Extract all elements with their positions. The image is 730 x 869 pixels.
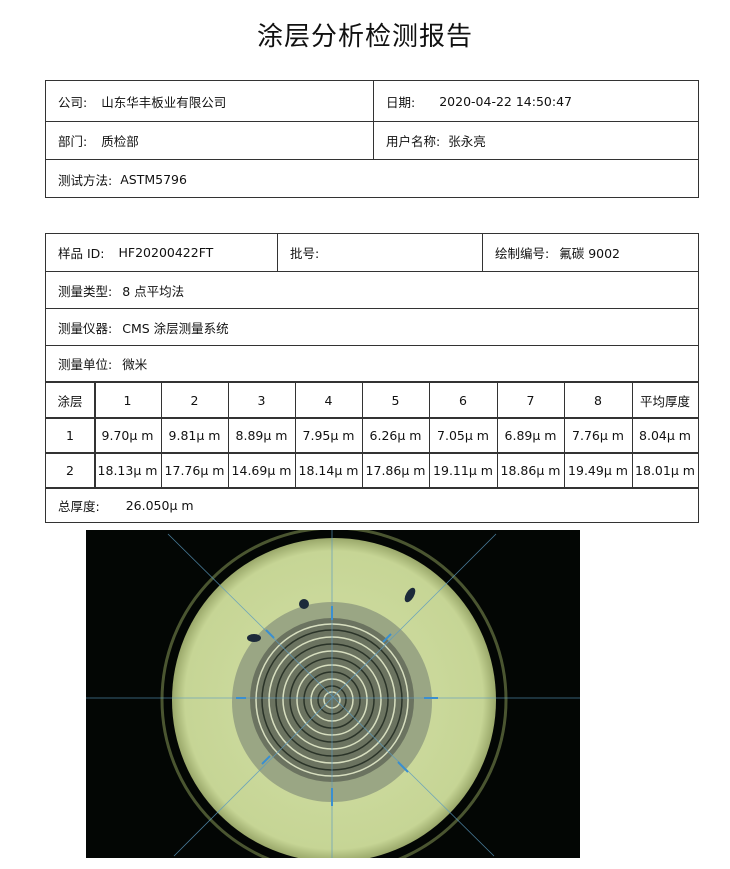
table-header-cell: 3 [257,393,266,408]
table-cell: 6.89μ m [504,428,557,443]
column-divider [564,383,565,487]
user-label: 用户名称: [386,134,441,149]
total-field: 总厚度: 26.050μ m [46,489,698,522]
table-cell: 18.14μ m [298,462,359,478]
column-divider [632,383,633,487]
table-cell: 7.05μ m [437,428,489,443]
table-cell: 9.81μ m [168,428,221,443]
dept-value: 质检部 [101,134,139,149]
drawing-value: 氟碳 9002 [559,246,621,261]
method-label: 测试方法: [58,172,113,188]
table-header-cell: 平均厚度 [639,394,690,409]
microscope-photo-svg [86,526,580,869]
info-table: 公司: 山东华丰板业有限公司 日期: 2020-04-22 14:50:47 部门:… [45,80,699,198]
instrument-value: CMS 涂层测量系统 [122,320,229,336]
company-value: 山东华丰板业有限公司 [101,94,227,110]
table-cell: 6.26μ m [369,428,422,443]
date-label: 日期: [386,94,416,110]
unit-label: 测量单位: [58,357,113,372]
column-divider [497,383,498,487]
column-divider [228,383,229,487]
report-title: 涂层分析检测报告 [256,22,473,52]
table-header-cell: 7 [526,393,535,408]
instrument-label: 测量仪器: [58,320,113,336]
column-divider [94,383,96,487]
table-header-cell: 涂层 [57,394,83,409]
table-cell: 1 [66,428,74,443]
table-cell: 19.11μ m [433,462,493,478]
sample-table: 样品 ID: HF20200422FT 批号: 绘制编号: 氟碳 9002 测量类型… [45,233,699,523]
table-header-cell: 1 [123,393,132,408]
date-field: 日期: 2020-04-22 14:50:47 [374,81,699,121]
sample-id-field: 样品 ID: HF20200422FT [46,234,277,271]
dept-label: 部门: [58,134,88,149]
drawing-field: 绘制编号: 氟碳 9002 [483,234,699,271]
measurement-grid: 涂层 1 2 3 4 5 6 7 8 平均厚度 1 9.70μ m 9.81μ m 8.89μ m 7.95… [46,383,698,487]
batch-label: 批号: [290,246,320,261]
table-cell: 8.89μ m [235,428,288,443]
unit-value: 微米 [122,357,148,372]
company-field: 公司: 山东华丰板业有限公司 [46,81,373,121]
table-cell: 17.86μ m [365,462,426,478]
table-cell: 2 [66,462,74,478]
column-divider [295,383,296,487]
table-cell: 7.76μ m [572,428,624,443]
company-label: 公司: [58,94,88,110]
method-value: ASTM5796 [120,171,187,187]
drawing-label: 绘制编号: [495,246,550,261]
date-value: 2020-04-22 14:50:47 [439,93,572,109]
user-field: 用户名称: 张永亮 [374,122,699,159]
table-header-cell: 8 [594,393,602,408]
table-cell: 14.69μ m [231,462,292,478]
table-cell: 7.95μ m [302,428,355,443]
table-cell: 18.01μ m [635,462,695,478]
sample-id-label: 样品 ID: [58,246,105,261]
type-value: 8 点平均法 [122,283,185,299]
batch-field: 批号: [278,234,482,271]
sample-id-value: HF20200422FT [118,245,214,260]
dept-field: 部门: 质检部 [46,122,373,159]
table-cell: 18.13μ m [97,462,158,478]
table-cell: 17.76μ m [164,462,225,478]
column-divider [429,383,430,487]
coating-microscope-image [86,526,580,869]
column-divider [161,383,162,487]
table-cell: 18.86μ m [500,462,561,478]
user-value: 张永亮 [448,134,486,149]
column-divider [362,383,363,487]
total-label: 总厚度: [58,499,100,514]
type-field: 测量类型: 8 点平均法 [46,272,698,308]
unit-field: 测量单位: 微米 [46,346,698,381]
table-cell: 19.49μ m [568,462,628,478]
table-header-cell: 5 [391,393,400,408]
method-field: 测试方法: ASTM5796 [46,160,698,198]
table-header-cell: 6 [459,393,467,408]
instrument-field: 测量仪器: CMS 涂层测量系统 [46,309,698,345]
table-cell: 9.70μ m [101,428,154,443]
type-label: 测量类型: [58,283,113,299]
table-header-cell: 2 [190,393,199,408]
table-header-cell: 4 [324,393,333,408]
total-value: 26.050μ m [125,498,194,513]
table-cell: 8.04μ m [639,428,691,443]
